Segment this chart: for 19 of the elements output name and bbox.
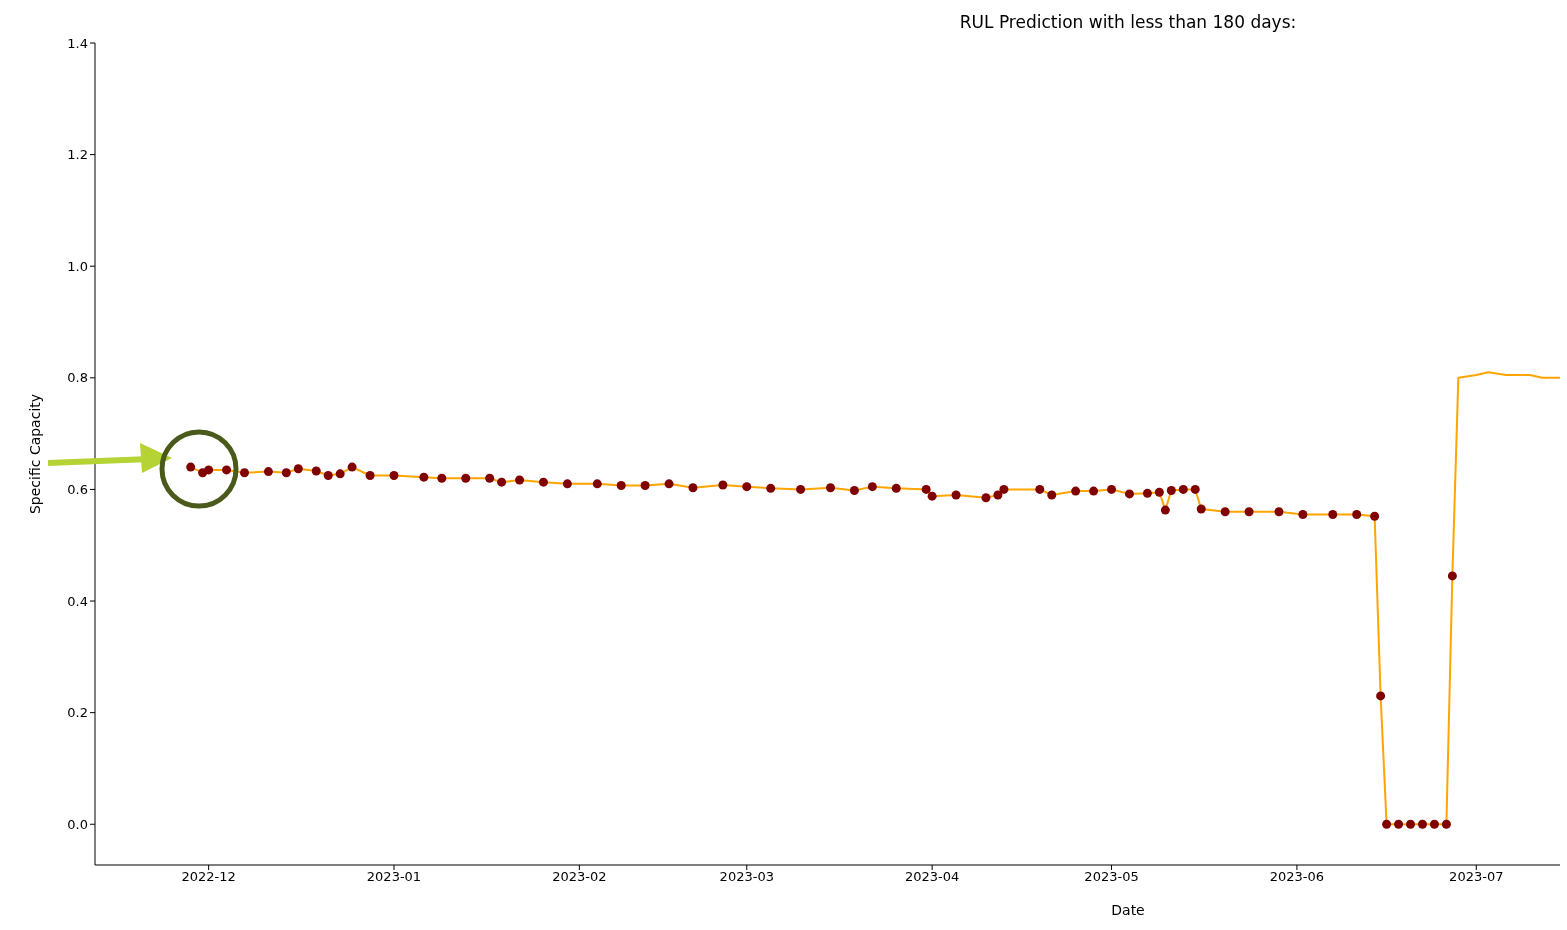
x-tick-label: 2023-03: [719, 869, 774, 885]
x-axis-title: Date: [1110, 902, 1146, 918]
y-tick-label: 1.4: [67, 35, 88, 51]
x-tick-label: 2023-05: [1084, 869, 1139, 885]
x-tick-label: 2023-02: [552, 869, 607, 885]
y-tick-label: 0.6: [67, 482, 88, 498]
y-tick-label: 0.8: [67, 370, 88, 386]
x-tick-label: 2023-04: [904, 869, 960, 885]
x-tick-label: 2022-12: [181, 869, 236, 885]
y-axis-title: Specific Capacity: [26, 393, 43, 515]
y-tick-label: 0.0: [67, 816, 88, 832]
y-tick-label: 1.2: [67, 147, 88, 163]
x-tick-label: 2023-06: [1269, 869, 1325, 885]
y-tick-label: 1.0: [67, 258, 88, 274]
x-tick-label: 2023-07: [1449, 869, 1504, 885]
y-tick-label: 0.2: [67, 705, 88, 721]
y-tick-label: 0.4: [67, 593, 88, 609]
x-tick-label: 2023-01: [366, 869, 422, 885]
chart-title: RUL Prediction with less than 180 days:: [958, 12, 1298, 32]
